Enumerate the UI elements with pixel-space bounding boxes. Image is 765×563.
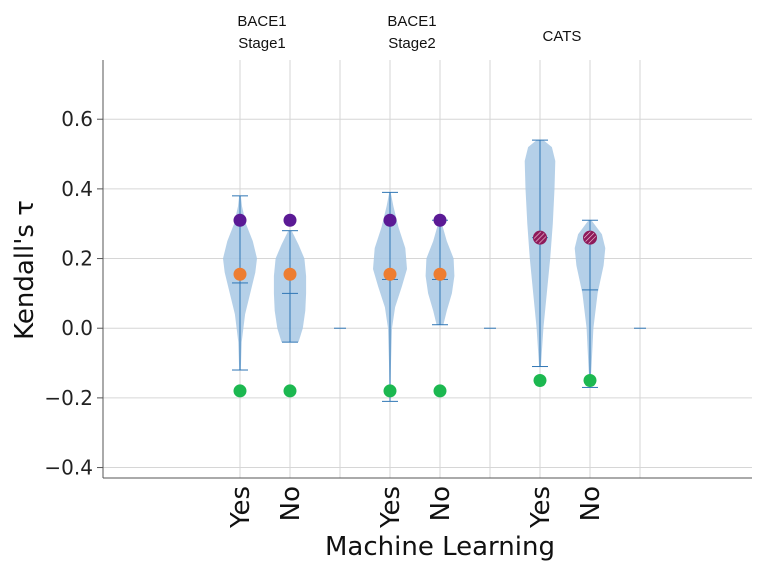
x-tick-label: Yes: [226, 486, 256, 529]
x-tick-label: No: [276, 486, 306, 521]
point: [233, 267, 247, 281]
point: [283, 384, 297, 398]
labels: −0.4 −0.2 0.0 0.2 0.4 0.6 Yes No Yes No Yes No BACE1…: [10, 13, 606, 562]
y-tick-label: −0.4: [44, 456, 93, 480]
group-label: Stage2: [388, 35, 436, 52]
point: [283, 267, 297, 281]
x-tick-label: No: [426, 486, 456, 521]
point: [383, 384, 397, 398]
point: [383, 267, 397, 281]
point: [433, 384, 447, 398]
y-tick-label: −0.2: [44, 386, 93, 410]
point: [433, 213, 447, 227]
violins: [223, 139, 646, 402]
x-tick-label: Yes: [376, 486, 406, 529]
axes: [97, 60, 752, 479]
point: [533, 373, 547, 387]
point: [433, 267, 447, 281]
markers: [233, 213, 597, 398]
hatched-point: [533, 230, 547, 245]
hatched-point: [583, 230, 597, 245]
group-label: CATS: [543, 28, 582, 45]
x-axis-title: Machine Learning: [325, 532, 555, 562]
point: [233, 384, 247, 398]
point: [383, 213, 397, 227]
x-tick-label: No: [576, 486, 606, 521]
y-axis-title: Kendall's τ: [10, 200, 40, 340]
point: [283, 213, 297, 227]
point: [583, 373, 597, 387]
y-tick-label: 0.6: [61, 107, 93, 131]
group-label: BACE1: [387, 13, 436, 30]
group-label: BACE1: [237, 13, 286, 30]
y-tick-label: 0.2: [61, 247, 93, 271]
x-tick-label: Yes: [526, 486, 556, 529]
point: [233, 213, 247, 227]
group-label: Stage1: [238, 35, 286, 52]
y-tick-label: 0.0: [61, 316, 93, 340]
y-tick-label: 0.4: [61, 177, 93, 201]
